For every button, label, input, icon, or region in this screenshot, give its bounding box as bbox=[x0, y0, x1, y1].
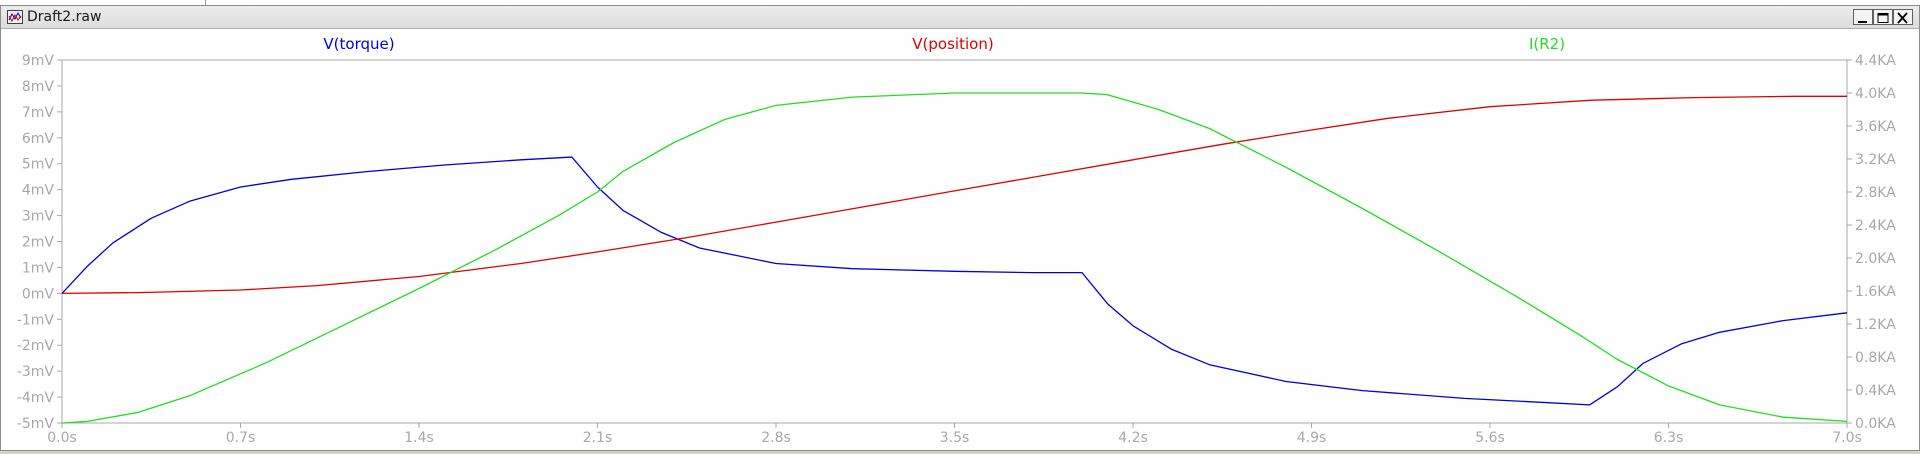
left-y-tick-label: 5mV bbox=[22, 157, 55, 173]
x-tick-label: 2.1s bbox=[583, 430, 613, 446]
minimize-icon bbox=[1858, 21, 1867, 23]
x-tick-label: 5.6s bbox=[1475, 430, 1505, 446]
right-y-tick-label: 4.0KA bbox=[1855, 86, 1896, 102]
right-y-tick-label: 0.8KA bbox=[1855, 350, 1896, 366]
trace-i-r2[interactable] bbox=[61, 92, 1848, 424]
left-y-tick-label: 6mV bbox=[22, 131, 55, 147]
x-tick-label: 4.2s bbox=[1118, 430, 1148, 446]
left-y-tick-label: 9mV bbox=[22, 53, 55, 69]
right-y-tick-label: 3.6KA bbox=[1855, 119, 1896, 135]
x-tick-label: 7.0s bbox=[1832, 430, 1862, 446]
x-tick-label: 4.9s bbox=[1297, 430, 1327, 446]
maximize-icon bbox=[1877, 13, 1889, 23]
right-y-tick-label: 0.0KA bbox=[1855, 416, 1896, 432]
close-button[interactable] bbox=[1893, 9, 1913, 25]
maximize-button[interactable] bbox=[1873, 9, 1893, 25]
waveform-plot[interactable]: 0.0s 0.7s 1.4s 2.1s 2.8s 3.5s 4.2s 4.9s 5.6s 6.3s… bbox=[1, 29, 1919, 450]
left-y-tick-label: -4mV bbox=[17, 390, 55, 406]
toolbar-separator bbox=[205, 0, 206, 5]
x-tick-label: 3.5s bbox=[940, 430, 970, 446]
trace-v-position[interactable] bbox=[61, 95, 1847, 295]
left-y-tick-label: 4mV bbox=[22, 183, 55, 199]
legend-label-v-position[interactable]: V(position) bbox=[912, 35, 993, 53]
x-tick-label: 6.3s bbox=[1654, 430, 1684, 446]
right-y-tick-label: 3.2KA bbox=[1855, 152, 1896, 168]
x-tick-label: 1.4s bbox=[404, 430, 434, 446]
waveform-viewer-icon bbox=[7, 10, 23, 24]
right-y-tick-label: 2.4KA bbox=[1855, 218, 1896, 234]
right-y-tick-label: 1.6KA bbox=[1855, 284, 1896, 300]
minimize-button[interactable] bbox=[1853, 9, 1873, 25]
left-y-tick-label: 2mV bbox=[22, 235, 55, 251]
x-tick-label: 2.8s bbox=[761, 430, 791, 446]
close-icon bbox=[1897, 12, 1908, 24]
plot-pane[interactable]: 0.0s 0.7s 1.4s 2.1s 2.8s 3.5s 4.2s 4.9s 5.6s 6.3s… bbox=[1, 29, 1919, 450]
x-tick-label: 0.7s bbox=[226, 430, 256, 446]
left-y-tick-label: -2mV bbox=[17, 338, 55, 354]
left-y-tick-label: 8mV bbox=[22, 79, 55, 95]
left-y-tick-label: -5mV bbox=[17, 416, 55, 432]
window-titlebar[interactable]: Draft2.raw bbox=[1, 6, 1919, 29]
left-y-tick-label: -3mV bbox=[17, 364, 55, 380]
waveform-window: Draft2.raw 0.0s 0.7s 1.4s 2.1s 2.8s 3.5s 4.2s 4… bbox=[0, 5, 1920, 451]
window-title: Draft2.raw bbox=[27, 9, 102, 25]
left-y-tick-label: -1mV bbox=[17, 312, 55, 328]
right-y-tick-label: 0.4KA bbox=[1855, 383, 1896, 399]
left-y-tick-label: 7mV bbox=[22, 105, 55, 121]
legend-label-i-r2[interactable]: I(R2) bbox=[1529, 35, 1565, 53]
left-y-tick-label: 0mV bbox=[22, 286, 55, 302]
legend-label-v-torque[interactable]: V(torque) bbox=[323, 35, 394, 53]
trace-v-torque[interactable] bbox=[61, 156, 1848, 406]
left-y-tick-label: 1mV bbox=[22, 260, 55, 276]
left-y-tick-label: 3mV bbox=[22, 209, 55, 225]
x-tick-label: 0.0s bbox=[47, 430, 77, 446]
right-y-tick-label: 4.4KA bbox=[1855, 53, 1896, 69]
right-y-tick-label: 2.8KA bbox=[1855, 185, 1896, 201]
plot-frame bbox=[61, 59, 1848, 424]
right-y-tick-label: 1.2KA bbox=[1855, 317, 1896, 333]
right-y-tick-label: 2.0KA bbox=[1855, 251, 1896, 267]
